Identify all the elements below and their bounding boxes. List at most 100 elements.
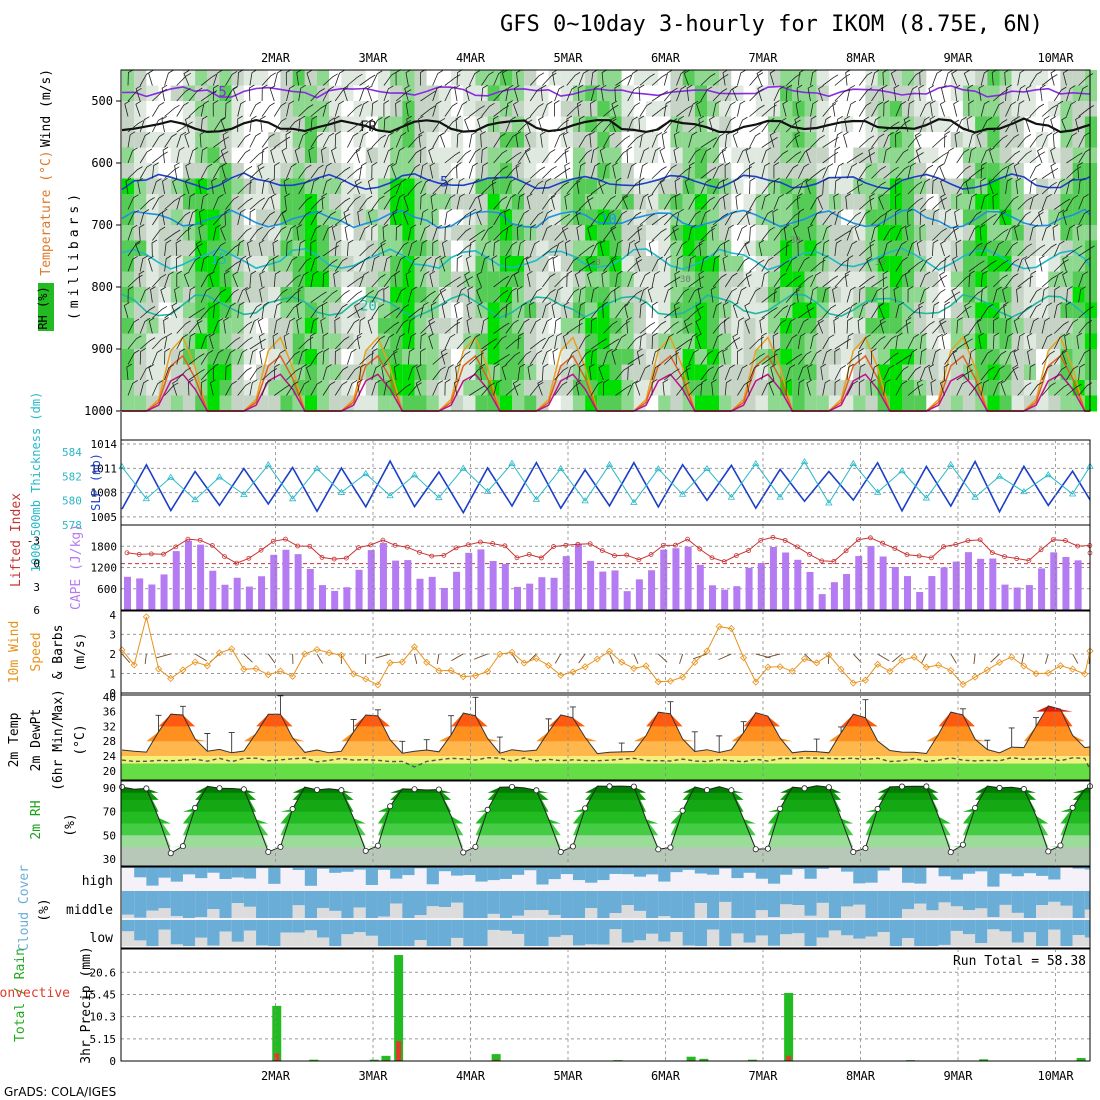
cloud-gap [536, 910, 549, 918]
wind-barb [1052, 224, 1059, 241]
rh-cell [377, 271, 391, 288]
rh-cell [926, 101, 939, 117]
cloud-gap [414, 940, 427, 946]
wind-barb [164, 69, 174, 86]
rh-cell [755, 178, 768, 195]
wind-barb [878, 302, 885, 319]
wind-barb [822, 163, 834, 179]
temp-fill [121, 705, 1090, 742]
cloud-cell [402, 920, 415, 946]
rh-cell [219, 380, 232, 396]
minmax-bar [1008, 727, 1015, 748]
wind-barb [931, 348, 941, 365]
wind-barb [578, 334, 591, 350]
rh-cell [585, 240, 598, 257]
cloud-cell [755, 920, 768, 936]
isotherm-line [121, 247, 1091, 271]
wind-barb [980, 117, 993, 133]
wind-barb [578, 350, 592, 365]
wind-barb [722, 255, 729, 272]
wind-barb [773, 150, 789, 164]
wind-barb [542, 149, 556, 164]
cloud-cell [304, 867, 318, 886]
wind-barb [718, 653, 732, 661]
wind-speed-point [1056, 662, 1065, 670]
wind-barb [176, 88, 191, 102]
wind-barb [749, 104, 765, 117]
rh-cell [877, 302, 890, 319]
precip-conv-bar [274, 1053, 280, 1061]
cloud-cell [767, 891, 781, 918]
rh-point [1020, 786, 1027, 793]
rh-cell [304, 395, 318, 412]
wind-barb [992, 332, 1000, 350]
wind-barb [220, 116, 227, 133]
wind-barb [627, 162, 637, 179]
cloud-gap [572, 945, 586, 946]
rh-cell [902, 163, 915, 179]
cloud-gap [938, 944, 951, 946]
wind-barb [444, 194, 456, 210]
wind-barb [992, 240, 1004, 257]
rh-cell [146, 271, 159, 288]
wind-barb [1078, 286, 1086, 303]
rh-cell [865, 364, 878, 381]
wind-barb [444, 151, 461, 164]
rh-cell [792, 256, 805, 272]
rh-cell [889, 302, 903, 319]
rh-cell [414, 132, 427, 148]
rh-cell [987, 240, 1000, 257]
wind-barb [759, 317, 766, 334]
rh-cell [780, 101, 793, 117]
wind-barb [602, 379, 609, 396]
rh-cell [889, 147, 903, 164]
rh-cell [962, 194, 976, 210]
wind-speed-point [861, 676, 870, 684]
rh-cell [134, 256, 147, 272]
wind-barb [907, 286, 914, 303]
rh-cell [731, 101, 744, 117]
wind-barb [529, 86, 543, 102]
thickness-point [776, 493, 784, 500]
wind-barb [724, 364, 736, 381]
wind-barb [566, 257, 579, 272]
precip-total-bar [369, 1059, 379, 1061]
cloud-gap [487, 913, 500, 918]
cloud-cell [402, 891, 415, 918]
rh-cell [914, 395, 927, 412]
wind-barb [473, 653, 488, 660]
top-date-label: 5MAR [554, 51, 584, 65]
wind-barb [834, 365, 847, 381]
rh-cell [572, 240, 586, 257]
wind-barb [696, 100, 702, 117]
wind-barb [627, 380, 639, 396]
rh-cell [390, 101, 403, 117]
wind-barb [371, 274, 386, 288]
wind-barb [858, 363, 866, 381]
wind-barb [237, 321, 253, 334]
rh-cell [719, 318, 732, 334]
rh-cell [243, 380, 257, 396]
cape-bar [160, 574, 168, 610]
wind-barb [895, 131, 901, 148]
cloud-cell [304, 920, 318, 931]
wind-barb [334, 348, 341, 365]
wind-barb [615, 239, 624, 257]
wind-barb [956, 193, 962, 210]
wind-barb [564, 193, 571, 210]
rh-cell [889, 70, 903, 86]
cloud-cell [512, 867, 525, 875]
rh-cell [914, 178, 927, 195]
rh-cell [962, 302, 976, 319]
li-tick-label: 6 [33, 604, 40, 617]
wind-barb [1053, 350, 1067, 365]
rh-cell [731, 147, 744, 164]
rh-cell [231, 178, 244, 195]
rh-cell [902, 271, 915, 288]
rh-point [289, 806, 296, 813]
rh-cell [317, 287, 330, 303]
wind-barb [258, 332, 265, 350]
wind-barb [968, 289, 984, 303]
wind-barb [638, 84, 645, 102]
rh-cell [902, 194, 915, 210]
